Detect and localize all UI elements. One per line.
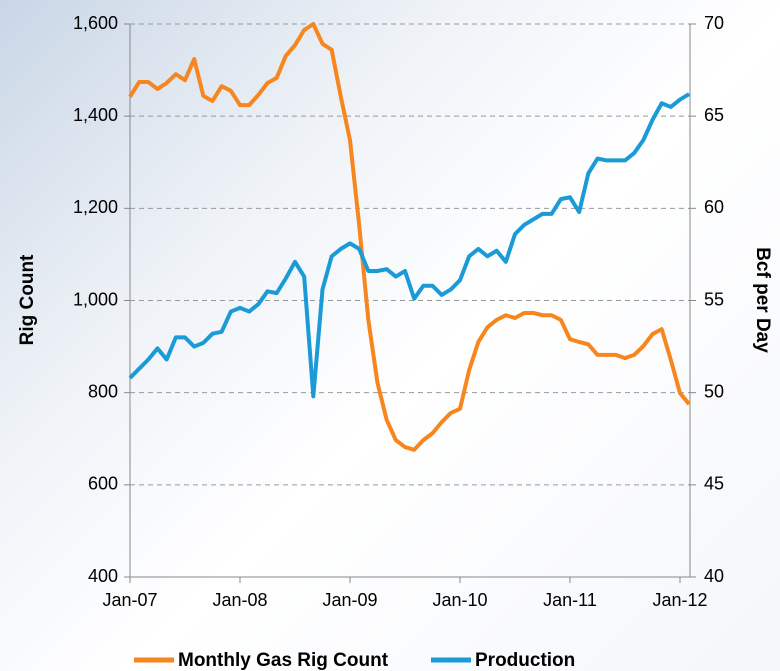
x-tick-label: Jan-09 (322, 590, 377, 610)
y-axis-title: Rig Count (17, 254, 38, 345)
y-tick-label: 1,000 (73, 289, 118, 309)
x-tick-label: Jan-08 (212, 590, 267, 610)
y2-tick-label: 70 (704, 13, 724, 33)
chart: Rig Count Bcf per Day 400 600 800 1,000 1,20… (0, 0, 780, 671)
y-tick-label: 1,400 (73, 105, 118, 125)
y2-tick-label: 55 (704, 289, 724, 309)
y2-tick-label: 60 (704, 197, 724, 217)
x-tick-label: Jan-10 (432, 590, 487, 610)
x-tick-label: Jan-11 (543, 590, 597, 610)
x-tick-label: Jan-07 (102, 590, 157, 610)
y2-axis-title: Bcf per Day (752, 247, 773, 353)
y-tick-label: 800 (88, 381, 118, 401)
y-tick-label: 600 (88, 474, 118, 494)
legend-label: Monthly Gas Rig Count (178, 650, 389, 671)
y2-tick-label: 65 (704, 105, 724, 125)
series-line (130, 24, 689, 450)
y-tick-label: 1,600 (73, 13, 118, 33)
y2-tick-label: 45 (704, 474, 724, 494)
y2-tick-label: 50 (704, 381, 724, 401)
legend-label: Production (475, 650, 575, 671)
series-line (130, 94, 689, 396)
y2-tick-label: 40 (704, 566, 724, 586)
x-tick-label: Jan-12 (652, 590, 707, 610)
y-tick-label: 1,200 (73, 197, 118, 217)
y-tick-label: 400 (88, 566, 118, 586)
